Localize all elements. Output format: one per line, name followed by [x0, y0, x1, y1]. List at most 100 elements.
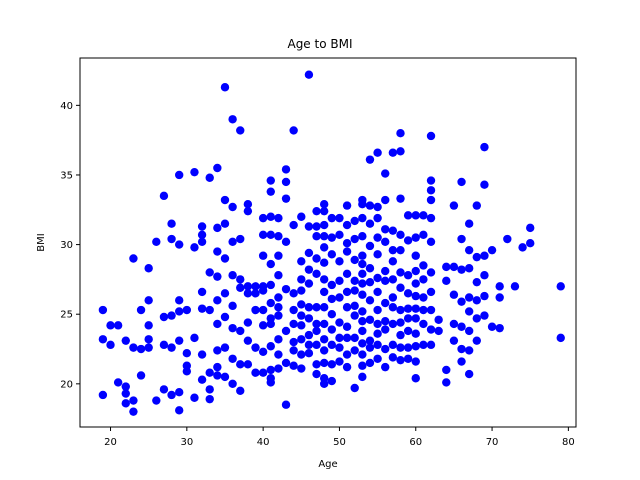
- data-point-128: [274, 213, 283, 223]
- data-point-227: [342, 333, 352, 343]
- data-point-365: [457, 265, 466, 274]
- data-point-132: [274, 293, 283, 302]
- data-point-107: [258, 230, 268, 240]
- data-point-37: [175, 307, 184, 316]
- data-point-362: [449, 336, 459, 345]
- data-point-361: [449, 319, 459, 329]
- x-axis-label: Age: [318, 459, 337, 470]
- data-point-17: [136, 371, 146, 380]
- data-point-390: [487, 245, 497, 255]
- data-point-241: [358, 200, 367, 209]
- data-point-335: [419, 261, 428, 270]
- data-point-186: [319, 206, 329, 216]
- data-point-327: [411, 304, 420, 313]
- data-point-346: [426, 237, 436, 246]
- data-point-184: [312, 369, 321, 379]
- data-point-328: [411, 314, 420, 323]
- data-point-101: [251, 282, 260, 291]
- data-point-161: [297, 335, 306, 344]
- data-point-197: [319, 358, 329, 368]
- data-point-377: [464, 369, 474, 379]
- data-point-298: [388, 340, 398, 350]
- data-point-105: [251, 368, 260, 377]
- data-point-120: [266, 280, 275, 290]
- data-point-234: [350, 286, 359, 295]
- data-point-85: [228, 354, 237, 363]
- data-point-352: [434, 315, 443, 324]
- data-point-252: [358, 339, 367, 348]
- data-point-285: [381, 298, 390, 308]
- data-point-272: [373, 273, 382, 283]
- data-point-123: [266, 319, 275, 329]
- data-point-89: [236, 275, 245, 284]
- data-point-323: [411, 251, 420, 260]
- data-point-176: [312, 232, 321, 241]
- data-point-248: [358, 290, 367, 299]
- data-point-79: [228, 115, 237, 124]
- data-point-349: [426, 305, 436, 315]
- data-point-237: [350, 333, 359, 343]
- data-point-316: [403, 304, 413, 313]
- data-point-153: [289, 361, 298, 370]
- data-point-137: [274, 364, 283, 373]
- data-point-289: [381, 362, 390, 372]
- data-point-124: [266, 342, 275, 351]
- data-point-16: [136, 344, 146, 354]
- data-point-273: [373, 287, 382, 297]
- data-point-206: [327, 325, 337, 334]
- data-point-115: [266, 176, 275, 185]
- data-point-208: [327, 360, 337, 369]
- data-point-320: [403, 354, 413, 363]
- data-point-306: [396, 283, 405, 292]
- data-point-303: [396, 230, 405, 240]
- data-point-166: [304, 248, 314, 258]
- data-point-29: [167, 219, 176, 228]
- data-point-301: [396, 147, 405, 156]
- data-point-42: [182, 349, 192, 358]
- data-point-11: [129, 343, 138, 352]
- data-point-76: [220, 312, 230, 322]
- data-point-278: [373, 354, 382, 363]
- data-point-152: [289, 346, 298, 355]
- data-point-173: [304, 349, 314, 358]
- data-point-376: [464, 346, 474, 355]
- data-point-170: [304, 314, 314, 323]
- data-point-54: [197, 350, 207, 359]
- data-point-221: [342, 239, 352, 248]
- y-tick-label-4: 40: [60, 101, 73, 112]
- data-point-277: [373, 340, 382, 350]
- data-point-67: [213, 319, 222, 329]
- data-point-219: [342, 201, 352, 210]
- data-point-66: [213, 296, 222, 305]
- data-point-125: [266, 365, 275, 375]
- data-point-160: [297, 321, 306, 330]
- data-point-253: [358, 350, 367, 359]
- data-point-217: [335, 343, 344, 352]
- data-point-64: [213, 247, 222, 256]
- data-point-310: [396, 343, 405, 352]
- data-point-348: [426, 287, 436, 297]
- data-point-341: [426, 131, 436, 141]
- data-point-304: [396, 245, 405, 255]
- data-point-354: [442, 262, 451, 272]
- data-point-23: [152, 237, 161, 246]
- data-point-308: [396, 318, 405, 327]
- data-point-271: [373, 250, 382, 259]
- data-point-135: [274, 335, 283, 344]
- data-point-112: [258, 321, 268, 330]
- data-point-177: [312, 254, 321, 263]
- y-tick-label-1: 25: [60, 310, 73, 321]
- data-point-372: [464, 264, 474, 273]
- data-point-337: [419, 293, 428, 302]
- data-point-7: [121, 336, 130, 345]
- data-point-111: [258, 305, 268, 315]
- data-point-319: [403, 343, 413, 352]
- data-point-295: [388, 293, 398, 302]
- data-point-1: [98, 335, 108, 344]
- data-point-41: [182, 305, 192, 315]
- data-point-202: [327, 250, 337, 259]
- data-point-287: [381, 325, 390, 334]
- data-point-242: [358, 213, 367, 223]
- data-point-59: [205, 368, 214, 377]
